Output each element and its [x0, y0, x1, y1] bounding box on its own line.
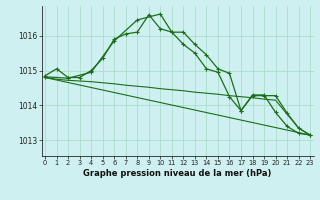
X-axis label: Graphe pression niveau de la mer (hPa): Graphe pression niveau de la mer (hPa) [84, 169, 272, 178]
